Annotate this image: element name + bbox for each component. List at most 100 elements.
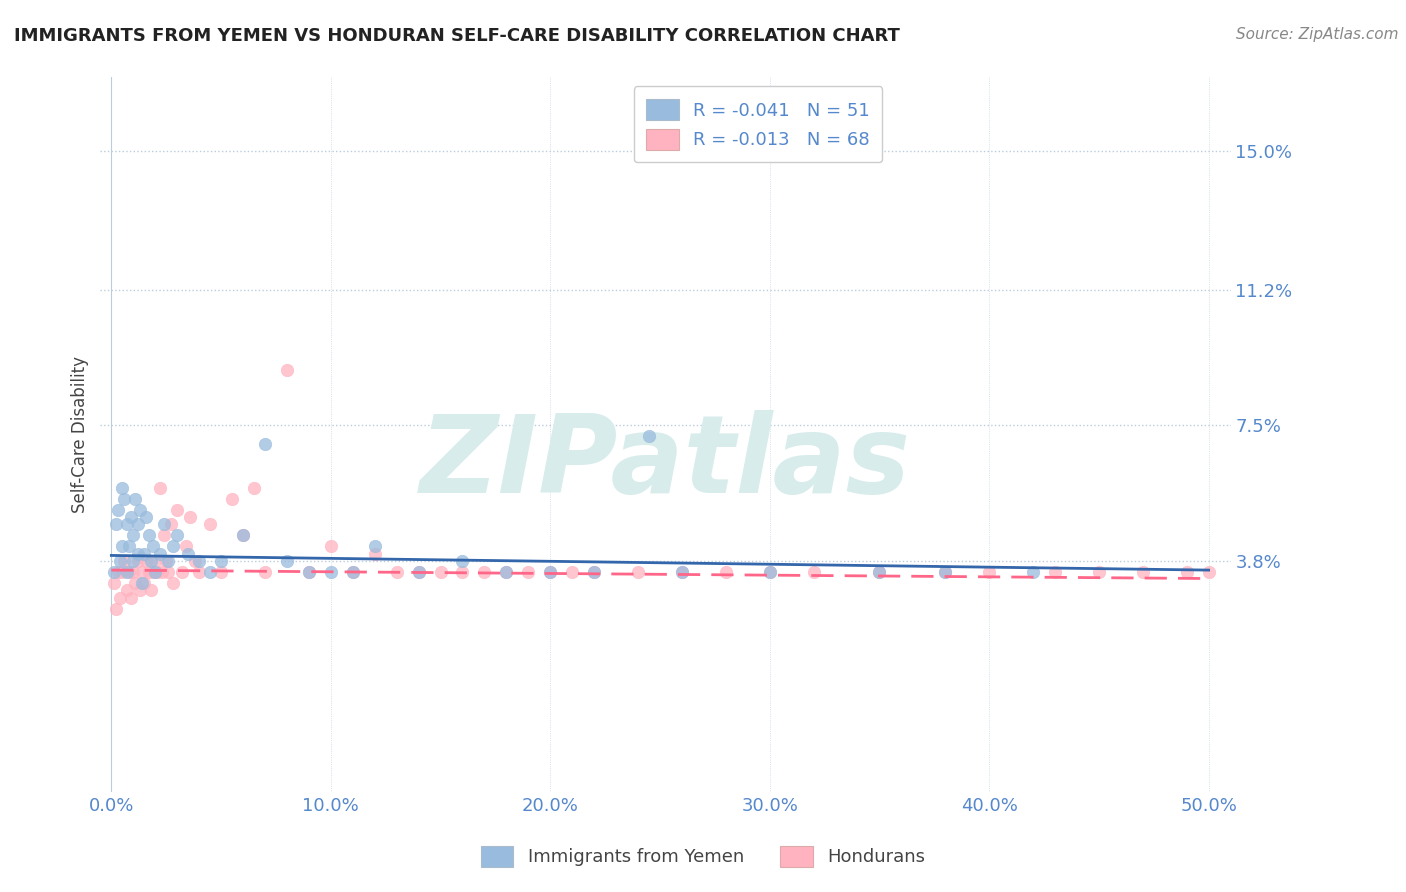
Point (671, 565, 693, 579)
Point (319, 565, 342, 579)
Point (298, 565, 321, 579)
Point (128, 502, 150, 516)
Point (319, 539, 342, 553)
Point (166, 528, 188, 542)
Point (474, 565, 496, 579)
Point (1088, 565, 1111, 579)
Point (1022, 565, 1045, 579)
Legend: R = -0.041   N = 51, R = -0.013   N = 68: R = -0.041 N = 51, R = -0.013 N = 68 (634, 87, 883, 162)
Point (138, 528, 160, 542)
Point (115, 565, 138, 579)
Point (538, 565, 561, 579)
Point (209, 565, 232, 579)
Point (143, 554, 166, 568)
Point (276, 554, 298, 568)
Point (159, 517, 181, 532)
Point (166, 502, 188, 516)
Point (188, 554, 211, 568)
Point (495, 565, 517, 579)
Point (934, 565, 956, 579)
Point (107, 502, 129, 516)
Point (111, 481, 134, 495)
Point (157, 565, 180, 579)
Text: IMMIGRANTS FROM YEMEN VS HONDURAN SELF-CARE DISABILITY CORRELATION CHART: IMMIGRANTS FROM YEMEN VS HONDURAN SELF-C… (14, 27, 900, 45)
Point (122, 565, 145, 579)
Point (128, 583, 150, 598)
Point (1043, 565, 1066, 579)
Point (408, 565, 430, 579)
Point (153, 528, 176, 542)
Point (108, 591, 131, 605)
Point (120, 510, 142, 524)
Point (114, 554, 136, 568)
Point (232, 528, 254, 542)
Point (561, 565, 583, 579)
Point (162, 539, 184, 553)
Point (135, 554, 157, 568)
Point (232, 528, 254, 542)
Point (934, 565, 956, 579)
Point (146, 565, 169, 579)
Point (188, 565, 211, 579)
Point (408, 565, 430, 579)
Point (803, 565, 825, 579)
Point (131, 565, 153, 579)
Point (162, 575, 184, 590)
Point (138, 565, 160, 579)
Point (124, 575, 146, 590)
Point (221, 491, 243, 506)
Point (149, 547, 172, 561)
Point (124, 491, 146, 506)
Point (868, 565, 890, 579)
Point (155, 554, 177, 568)
Point (143, 565, 166, 579)
Point (342, 565, 364, 579)
Point (179, 510, 201, 524)
Point (714, 565, 737, 579)
Point (149, 481, 172, 495)
Point (104, 517, 127, 532)
Point (979, 565, 1001, 579)
Point (758, 565, 780, 579)
Point (103, 565, 125, 579)
Point (198, 517, 221, 532)
Point (142, 539, 165, 553)
Point (363, 547, 385, 561)
Point (107, 565, 129, 579)
Point (118, 565, 141, 579)
Point (108, 554, 131, 568)
Point (131, 575, 153, 590)
Point (209, 554, 232, 568)
Point (429, 565, 451, 579)
Point (198, 565, 221, 579)
Point (127, 517, 149, 532)
Point (139, 583, 162, 598)
Point (253, 436, 276, 450)
Point (115, 517, 138, 532)
Point (671, 565, 693, 579)
Legend: Immigrants from Yemen, Hondurans: Immigrants from Yemen, Hondurans (474, 838, 932, 874)
Point (139, 554, 162, 568)
Point (157, 554, 180, 568)
Y-axis label: Self-Care Disability: Self-Care Disability (72, 356, 89, 513)
Point (583, 565, 606, 579)
Point (142, 565, 165, 579)
Point (118, 539, 141, 553)
Point (104, 601, 127, 615)
Point (111, 539, 134, 553)
Point (385, 565, 408, 579)
Point (174, 539, 197, 553)
Point (150, 565, 173, 579)
Point (122, 554, 145, 568)
Point (276, 363, 298, 377)
Point (135, 510, 157, 524)
Point (122, 528, 145, 542)
Point (127, 554, 149, 568)
Point (114, 491, 136, 506)
Point (1175, 565, 1198, 579)
Point (134, 547, 156, 561)
Point (1132, 565, 1154, 579)
Text: ZIPatlas: ZIPatlas (420, 410, 911, 516)
Point (177, 547, 200, 561)
Point (868, 565, 890, 579)
